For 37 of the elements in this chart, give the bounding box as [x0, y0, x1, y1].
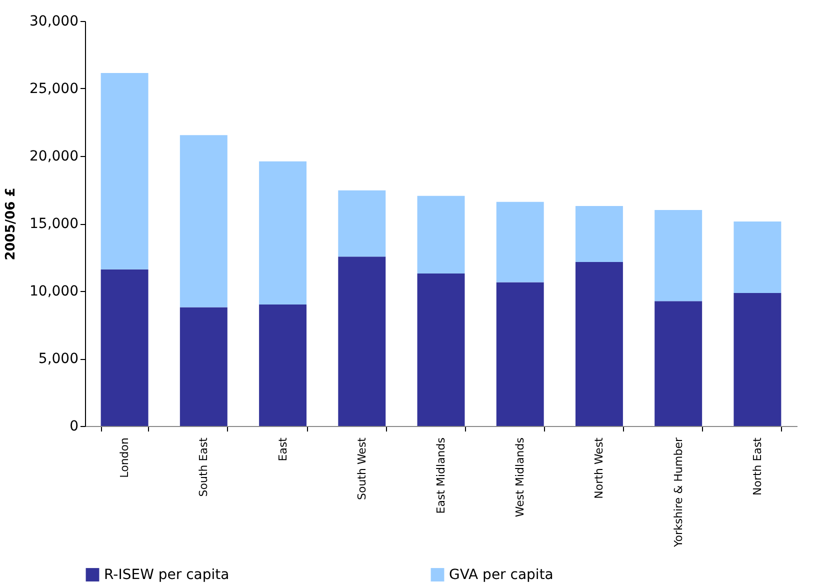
x-tick-label: East Midlands [434, 437, 448, 514]
x-tick-label: South West [355, 436, 368, 500]
bar [259, 161, 307, 304]
x-tick-label: West Midlands [514, 437, 527, 518]
y-tick-label: 25,000 [30, 81, 78, 97]
x-tick-label: London [118, 437, 132, 478]
y-tick-label: 20,000 [30, 148, 78, 164]
bar [496, 202, 544, 282]
bar [734, 293, 782, 426]
x-tick-label: East [276, 436, 290, 462]
bar [654, 301, 702, 426]
x-tick-label: North East [750, 436, 764, 496]
bar [180, 135, 228, 308]
y-tick-label: 30,000 [30, 14, 78, 30]
x-tick-label: North West [592, 436, 606, 499]
y-tick-label: 15,000 [30, 216, 78, 232]
x-tick-label: South East [197, 436, 210, 497]
legend-label: R-ISEW per capita [104, 566, 230, 583]
y-axis-title: 2005/06 £ [4, 188, 19, 260]
bar [100, 269, 148, 426]
bar [575, 206, 623, 262]
bar [417, 196, 465, 274]
bar [338, 190, 386, 257]
bar [259, 304, 307, 426]
legend-label: GVA per capita [449, 566, 554, 583]
x-tick-label: Yorkshire & Humber [672, 437, 685, 548]
bar [496, 282, 544, 426]
bar [654, 210, 702, 302]
bar [417, 273, 465, 426]
y-tick-label: 5,000 [38, 351, 78, 367]
bar [100, 72, 148, 270]
bar [338, 256, 386, 426]
y-tick-label: 0 [70, 418, 78, 434]
y-tick-label: 10,000 [30, 284, 78, 300]
bar [575, 262, 623, 426]
bar [734, 221, 782, 294]
bar [180, 307, 228, 426]
